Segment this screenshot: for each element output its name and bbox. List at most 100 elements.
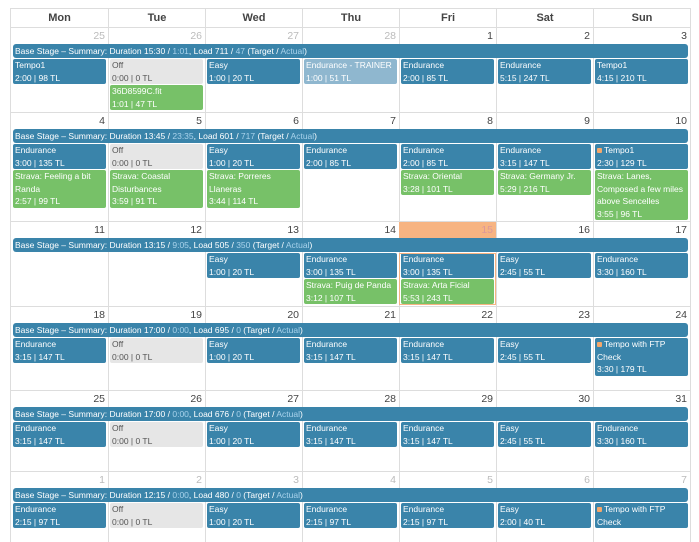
planned-workout[interactable]: Endurance 3:15 | 147 TL xyxy=(13,338,106,363)
planned-workout[interactable]: Endurance 2:00 | 85 TL xyxy=(401,144,494,169)
date-number[interactable]: 27 xyxy=(287,30,299,42)
planned-workout[interactable]: Tempo1 2:30 | 129 TL xyxy=(595,144,688,169)
completed-workout[interactable]: Strava: Coastal Disturbances 3:59 | 91 TL xyxy=(110,170,203,208)
planned-workout[interactable]: Easy 1:00 | 20 TL xyxy=(207,144,300,169)
planned-workout[interactable]: Endurance 2:15 | 97 TL xyxy=(401,503,494,528)
off-day-event[interactable]: Off 0:00 | 0 TL xyxy=(110,144,203,169)
planned-workout[interactable]: Endurance 3:15 | 147 TL xyxy=(304,422,397,447)
day-cell[interactable] xyxy=(399,113,496,221)
completed-workout[interactable]: Strava: Germany Jr. 5:29 | 216 TL xyxy=(498,170,591,195)
planned-workout[interactable]: Endurance 3:15 | 147 TL xyxy=(498,144,591,169)
date-number[interactable]: 16 xyxy=(578,224,590,236)
day-cell[interactable] xyxy=(593,222,690,306)
day-cell[interactable] xyxy=(496,222,593,306)
date-number[interactable]: 30 xyxy=(578,393,590,405)
day-cell[interactable] xyxy=(108,113,205,221)
day-cell[interactable] xyxy=(302,28,399,112)
day-cell[interactable] xyxy=(108,307,205,390)
day-cell[interactable] xyxy=(399,222,496,306)
day-cell[interactable] xyxy=(302,472,399,542)
planned-workout[interactable]: Easy 1:00 | 20 TL xyxy=(207,503,300,528)
day-cell[interactable] xyxy=(205,222,302,306)
week-summary-bar[interactable]: Base Stage – Summary: Duration 13:15 / 9… xyxy=(13,238,688,252)
planned-workout[interactable]: Endurance 3:30 | 160 TL xyxy=(595,422,688,447)
day-cell[interactable] xyxy=(399,472,496,542)
week-summary-bar[interactable]: Base Stage – Summary: Duration 17:00 / 0… xyxy=(13,407,688,421)
date-number[interactable]: 10 xyxy=(675,115,687,127)
week-summary-bar[interactable]: Base Stage – Summary: Duration 13:45 / 2… xyxy=(13,129,688,143)
date-number[interactable]: 25 xyxy=(93,30,105,42)
day-cell[interactable] xyxy=(108,472,205,542)
completed-workout[interactable]: 36D8599C.fit 1:01 | 47 TL xyxy=(110,85,203,110)
planned-workout[interactable]: Endurance 3:00 | 135 TL xyxy=(304,253,397,278)
date-number[interactable]: 8 xyxy=(487,115,493,127)
date-number[interactable]: 6 xyxy=(584,474,590,486)
day-cell[interactable] xyxy=(593,113,690,221)
day-cell[interactable] xyxy=(593,472,690,542)
date-number[interactable]: 19 xyxy=(190,309,202,321)
date-number[interactable]: 5 xyxy=(196,115,202,127)
date-number[interactable]: 27 xyxy=(287,393,299,405)
date-number[interactable]: 2 xyxy=(196,474,202,486)
date-number[interactable]: 28 xyxy=(384,30,396,42)
day-cell[interactable] xyxy=(302,307,399,390)
day-cell[interactable] xyxy=(399,28,496,112)
week-summary-bar[interactable]: Base Stage – Summary: Duration 17:00 / 0… xyxy=(13,323,688,337)
date-number[interactable]: 20 xyxy=(287,309,299,321)
date-number[interactable]: 3 xyxy=(681,30,687,42)
date-number[interactable]: 13 xyxy=(287,224,299,236)
day-cell[interactable] xyxy=(496,307,593,390)
completed-workout[interactable]: Strava: Arta Ficial 5:53 | 243 TL xyxy=(401,279,494,304)
date-number[interactable]: 25 xyxy=(93,393,105,405)
date-number[interactable]: 4 xyxy=(99,115,105,127)
date-number[interactable]: 28 xyxy=(384,393,396,405)
planned-workout[interactable]: Easy 2:45 | 55 TL xyxy=(498,253,591,278)
day-cell[interactable] xyxy=(496,391,593,471)
date-number[interactable]: 6 xyxy=(293,115,299,127)
date-number[interactable]: 29 xyxy=(481,393,493,405)
off-day-event[interactable]: Off 0:00 | 0 TL xyxy=(110,422,203,447)
date-number[interactable]: 21 xyxy=(384,309,396,321)
date-number[interactable]: 26 xyxy=(190,393,202,405)
planned-workout[interactable]: Easy 1:00 | 20 TL xyxy=(207,338,300,363)
planned-workout[interactable]: Endurance 2:15 | 97 TL xyxy=(304,503,397,528)
date-number[interactable]: 2 xyxy=(584,30,590,42)
date-number[interactable]: 4 xyxy=(390,474,396,486)
date-number[interactable]: 26 xyxy=(190,30,202,42)
day-cell[interactable] xyxy=(205,307,302,390)
day-cell[interactable] xyxy=(302,222,399,306)
planned-workout[interactable]: Endurance - TRAINER 1:00 | 51 TL xyxy=(304,59,397,84)
completed-workout[interactable]: Strava: Puig de Panda 3:12 | 107 TL xyxy=(304,279,397,304)
planned-workout[interactable]: Easy 2:45 | 55 TL xyxy=(498,338,591,363)
planned-workout[interactable]: Endurance 5:15 | 247 TL xyxy=(498,59,591,84)
planned-workout[interactable]: Tempo with FTP Check 3:30 | 179 TL xyxy=(595,338,688,376)
date-number[interactable]: 9 xyxy=(584,115,590,127)
date-number[interactable]: 7 xyxy=(390,115,396,127)
off-day-event[interactable]: Off 0:00 | 0 TL xyxy=(110,503,203,528)
planned-workout[interactable]: Endurance 3:15 | 147 TL xyxy=(401,338,494,363)
planned-workout[interactable]: Endurance 3:00 | 135 TL xyxy=(401,253,494,278)
day-cell[interactable] xyxy=(399,391,496,471)
date-number[interactable]: 18 xyxy=(93,309,105,321)
week-summary-bar[interactable]: Base Stage – Summary: Duration 15:30 / 1… xyxy=(13,44,688,58)
day-cell[interactable] xyxy=(108,28,205,112)
completed-workout[interactable]: Strava: Lanes, Composed a few miles abov… xyxy=(595,170,688,220)
day-cell[interactable] xyxy=(496,28,593,112)
planned-workout[interactable]: Easy 1:00 | 20 TL xyxy=(207,422,300,447)
date-number[interactable]: 1 xyxy=(487,30,493,42)
day-cell[interactable] xyxy=(205,472,302,542)
date-number[interactable]: 5 xyxy=(487,474,493,486)
day-cell[interactable] xyxy=(593,28,690,112)
date-number[interactable]: 11 xyxy=(94,224,105,236)
planned-workout[interactable]: Easy 1:00 | 20 TL xyxy=(207,59,300,84)
planned-workout[interactable]: Easy 2:00 | 40 TL xyxy=(498,503,591,528)
planned-workout[interactable]: Tempo with FTP Check xyxy=(595,503,688,528)
day-cell[interactable] xyxy=(302,391,399,471)
completed-workout[interactable]: Strava: Oriental 3:28 | 101 TL xyxy=(401,170,494,195)
off-day-event[interactable]: Off 0:00 | 0 TL xyxy=(110,59,203,84)
date-number[interactable]: 14 xyxy=(384,224,396,236)
day-cell[interactable] xyxy=(593,307,690,390)
day-cell[interactable] xyxy=(205,28,302,112)
day-cell[interactable] xyxy=(496,113,593,221)
completed-workout[interactable]: Strava: Feeling a bit Randa 2:57 | 99 TL xyxy=(13,170,106,208)
